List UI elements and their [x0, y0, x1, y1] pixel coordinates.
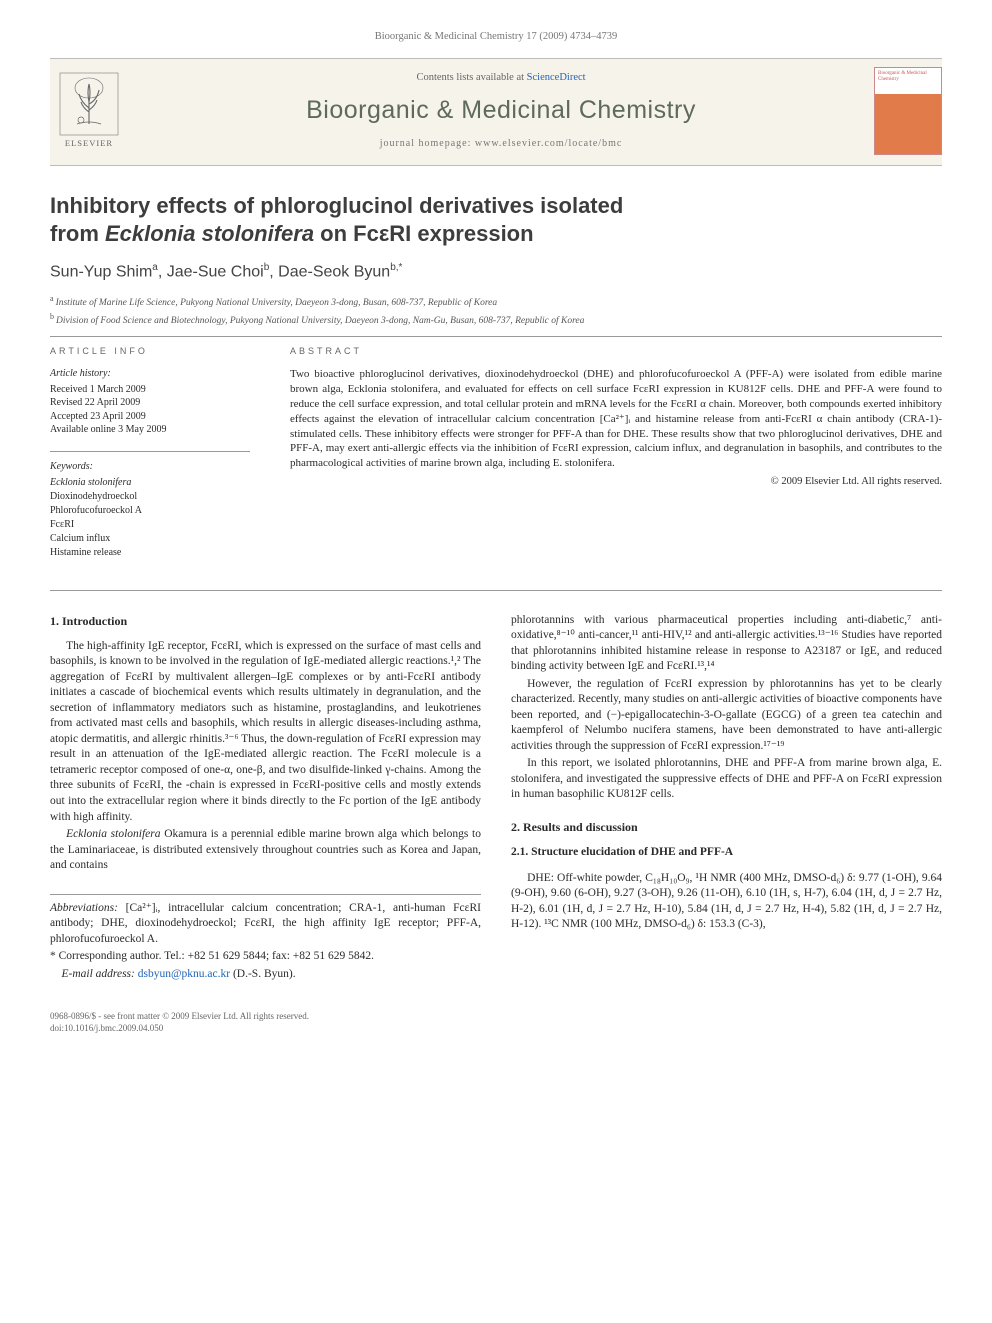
history-online: Available online 3 May 2009	[50, 423, 250, 437]
abstract-column: ABSTRACT Two bioactive phloroglucinol de…	[290, 345, 942, 574]
intro-para-3: phlorotannins with various pharmaceutica…	[511, 613, 942, 675]
publisher-name: ELSEVIER	[65, 138, 113, 149]
keyword: Dioxinodehydroeckol	[50, 490, 250, 504]
journal-cover-thumbnail: Bioorganic & Medicinal Chemistry	[874, 67, 942, 155]
keyword: Ecklonia stolonifera	[50, 476, 250, 490]
author-1: Sun-Yup Shim	[50, 264, 152, 281]
article-title: Inhibitory effects of phloroglucinol der…	[50, 192, 942, 247]
sciencedirect-link[interactable]: ScienceDirect	[527, 72, 586, 83]
intro-para-4: However, the regulation of FcεRI express…	[511, 677, 942, 755]
title-species: Ecklonia stolonifera	[105, 221, 314, 246]
keyword: Calcium influx	[50, 532, 250, 546]
abbrev-label: Abbreviations:	[50, 902, 118, 914]
author-list: Sun-Yup Shima, Jae-Sue Choib, Dae-Seok B…	[50, 261, 942, 283]
author-3-affil: b,*	[390, 262, 402, 273]
email-suffix: (D.-S. Byun).	[230, 968, 296, 980]
affiliation-a: Institute of Marine Life Science, Pukyon…	[56, 298, 498, 308]
article-info-column: ARTICLE INFO Article history: Received 1…	[50, 345, 250, 574]
email-label: E-mail address:	[62, 968, 135, 980]
masthead-center: Contents lists available at ScienceDirec…	[146, 71, 856, 150]
journal-title: Bioorganic & Medicinal Chemistry	[146, 94, 856, 128]
keyword: FcεRI	[50, 518, 250, 532]
publisher-logo: ELSEVIER	[50, 69, 128, 153]
history-label: Article history:	[50, 367, 250, 381]
divider	[50, 451, 250, 452]
abstract-copyright: © 2009 Elsevier Ltd. All rights reserved…	[290, 475, 942, 489]
doi-line: doi:10.1016/j.bmc.2009.04.050	[50, 1022, 309, 1034]
keyword: Histamine release	[50, 546, 250, 560]
title-line2-post: on FcεRI expression	[314, 221, 534, 246]
intro-para-5: In this report, we isolated phlorotannin…	[511, 756, 942, 803]
results-para-1: DHE: Off-white powder, C₁₈H₁₀O₉, ¹H NMR …	[511, 871, 942, 933]
journal-masthead: ELSEVIER Contents lists available at Sci…	[50, 58, 942, 166]
title-line1: Inhibitory effects of phloroglucinol der…	[50, 193, 623, 218]
footnotes-block: Abbreviations: [Ca²⁺]ᵢ, intracellular ca…	[50, 894, 481, 983]
abstract-head: ABSTRACT	[290, 345, 942, 357]
title-line2-pre: from	[50, 221, 105, 246]
history-revised: Revised 22 April 2009	[50, 396, 250, 410]
keyword: Phlorofucofuroeckol A	[50, 504, 250, 518]
author-2: , Jae-Sue Choi	[158, 264, 264, 281]
email-footnote: E-mail address: dsbyun@pknu.ac.kr (D.-S.…	[50, 967, 481, 983]
abstract-text: Two bioactive phloroglucinol derivatives…	[290, 367, 942, 471]
author-3: , Dae-Seok Byun	[269, 264, 390, 281]
history-accepted: Accepted 23 April 2009	[50, 410, 250, 424]
journal-homepage: journal homepage: www.elsevier.com/locat…	[146, 137, 856, 151]
front-matter-line: 0968-0896/$ - see front matter © 2009 El…	[50, 1010, 309, 1022]
affiliations: aInstitute of Marine Life Science, Pukyo…	[50, 293, 942, 328]
history-received: Received 1 March 2009	[50, 383, 250, 397]
corresponding-author-footnote: * Corresponding author. Tel.: +82 51 629…	[50, 949, 481, 965]
section-2-1-head: 2.1. Structure elucidation of DHE and PF…	[511, 845, 942, 861]
elsevier-tree-icon	[59, 72, 119, 136]
running-citation: Bioorganic & Medicinal Chemistry 17 (200…	[50, 30, 942, 44]
article-history-block: Article history: Received 1 March 2009 R…	[50, 367, 250, 437]
section-2-head: 2. Results and discussion	[511, 819, 942, 835]
intro-para-1: The high-affinity IgE receptor, FcεRI, w…	[50, 639, 481, 825]
article-info-head: ARTICLE INFO	[50, 345, 250, 357]
contents-available-line: Contents lists available at ScienceDirec…	[146, 71, 856, 85]
affiliation-b: Division of Food Science and Biotechnolo…	[56, 316, 584, 326]
cover-label: Bioorganic & Medicinal Chemistry	[878, 71, 938, 82]
keywords-block: Keywords: Ecklonia stolonifera Dioxinode…	[50, 460, 250, 560]
section-1-head: 1. Introduction	[50, 613, 481, 629]
contents-prefix: Contents lists available at	[416, 72, 526, 83]
footer-left: 0968-0896/$ - see front matter © 2009 El…	[50, 1010, 309, 1034]
divider	[50, 590, 942, 591]
abbreviations-footnote: Abbreviations: [Ca²⁺]ᵢ, intracellular ca…	[50, 901, 481, 948]
species-name: Ecklonia stolonifera	[66, 828, 160, 840]
divider	[50, 336, 942, 337]
corresponding-email-link[interactable]: dsbyun@pknu.ac.kr	[138, 968, 230, 980]
intro-para-2: Ecklonia stolonifera Okamura is a perenn…	[50, 827, 481, 874]
body-columns: 1. Introduction The high-affinity IgE re…	[50, 613, 942, 983]
page-footer: 0968-0896/$ - see front matter © 2009 El…	[50, 1010, 942, 1034]
keywords-label: Keywords:	[50, 460, 250, 474]
